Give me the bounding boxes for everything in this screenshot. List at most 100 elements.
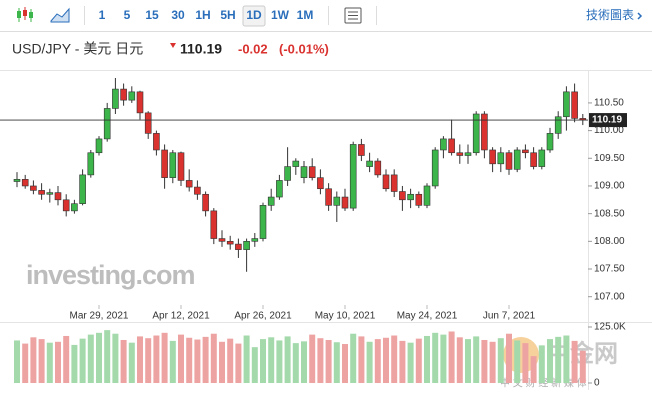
- interval-button[interactable]: 1W: [271, 8, 290, 22]
- candle-body: [538, 149, 546, 167]
- interval-button[interactable]: 5H: [220, 8, 235, 22]
- volume-bar: [14, 340, 20, 383]
- candle-body: [530, 152, 537, 167]
- candle-body: [144, 112, 152, 134]
- candle-body: [95, 138, 103, 154]
- candle-body: [112, 88, 119, 109]
- candle-body: [382, 174, 390, 190]
- volume-bar: [235, 343, 242, 383]
- volume-bar: [161, 332, 168, 383]
- candle-body: [177, 152, 185, 181]
- y-tick-label: 110.00: [594, 125, 624, 136]
- candle-body: [407, 193, 414, 201]
- volume-bar: [276, 340, 283, 383]
- volume-bar: [383, 337, 389, 383]
- candle-body: [21, 179, 29, 187]
- candle-body: [128, 91, 136, 101]
- down-arrow: [170, 43, 176, 48]
- candle-body: [546, 133, 554, 151]
- volume-bar: [120, 339, 127, 383]
- y-tick-label: 107.00: [594, 291, 625, 302]
- candle-body: [251, 238, 259, 242]
- x-tick-label: Jun 7, 2021: [483, 311, 536, 322]
- volume-bar: [555, 336, 562, 383]
- volume-bar: [284, 336, 291, 383]
- candle-body: [292, 160, 300, 167]
- candle-body: [571, 91, 578, 119]
- volume-bar: [407, 342, 414, 383]
- volume-tick-label: 0: [594, 378, 600, 389]
- interval-button[interactable]: 1: [99, 8, 106, 22]
- volume-bar: [227, 338, 234, 383]
- x-tick-label: Mar 29, 2021: [70, 311, 129, 322]
- volume-bar: [571, 340, 578, 383]
- candle-body: [185, 180, 193, 188]
- volume-bar: [153, 335, 160, 383]
- volume-bar: [448, 331, 455, 383]
- last-price-box: [589, 113, 627, 128]
- volume-bar: [497, 338, 504, 383]
- volume-bar: [514, 340, 521, 383]
- volume-tick-label: 125.0K: [594, 322, 626, 333]
- selected-interval-box: [242, 5, 266, 27]
- candle-body: [349, 144, 357, 209]
- change-percent: (-0.01%): [279, 41, 329, 56]
- candle-body: [54, 192, 62, 201]
- candle-body: [374, 160, 382, 176]
- last-price: 110.19: [180, 41, 222, 57]
- y-tick-label: 109.50: [594, 153, 625, 164]
- technical-chart-link[interactable]: 技術圖表: [586, 8, 634, 22]
- volume-bar: [38, 339, 45, 383]
- volume-bar: [96, 332, 102, 383]
- volume-bar: [55, 341, 61, 383]
- candle-body: [513, 149, 521, 170]
- volume-bar: [530, 356, 537, 383]
- candle-body: [472, 113, 480, 154]
- interval-button[interactable]: 15: [145, 8, 159, 22]
- interval-button[interactable]: 1D: [246, 8, 262, 22]
- volume-bar: [309, 334, 316, 383]
- volume-bar: [202, 336, 209, 383]
- volume-bar: [432, 332, 439, 383]
- volume-bar: [424, 335, 430, 383]
- volume-bar: [481, 339, 488, 383]
- interval-button[interactable]: 1M: [297, 8, 314, 22]
- candle-body: [317, 177, 324, 190]
- candle-body: [431, 149, 439, 187]
- candle-body: [284, 166, 291, 181]
- interval-button[interactable]: 30: [171, 8, 185, 22]
- candle-body: [366, 160, 373, 167]
- candle-body: [79, 174, 86, 204]
- candle-body: [554, 116, 562, 134]
- candle-body: [87, 152, 95, 176]
- logo-watermark: investing.com: [26, 260, 195, 290]
- candle-icon[interactable]: [17, 7, 33, 22]
- interval-button[interactable]: 5: [124, 8, 131, 22]
- candle-body: [103, 108, 111, 140]
- candle-body: [13, 179, 21, 182]
- x-tick-label: May 10, 2021: [315, 311, 376, 322]
- candle-body: [358, 144, 365, 156]
- volume-bar: [268, 337, 275, 383]
- candle-body: [71, 203, 78, 212]
- interval-button[interactable]: 1H: [195, 8, 210, 22]
- x-tick-label: Apr 12, 2021: [152, 311, 210, 322]
- volume-bar: [374, 339, 381, 383]
- volume-bar: [325, 339, 332, 383]
- candle-body: [218, 238, 226, 242]
- area-icon[interactable]: [50, 7, 70, 23]
- x-tick-label: May 24, 2021: [397, 311, 458, 322]
- candle-body: [194, 186, 201, 195]
- y-tick-label: 110.50: [594, 98, 624, 109]
- volume-bar: [399, 340, 406, 383]
- indicator-icon[interactable]: [344, 7, 362, 24]
- volume-bar: [579, 350, 586, 383]
- volume-bar: [104, 330, 111, 383]
- volume-bar: [145, 338, 152, 383]
- candle-body: [481, 113, 488, 151]
- volume-bar: [489, 341, 496, 383]
- volume-bar: [366, 341, 373, 383]
- change: -0.02: [238, 41, 268, 56]
- candle-body: [464, 152, 472, 156]
